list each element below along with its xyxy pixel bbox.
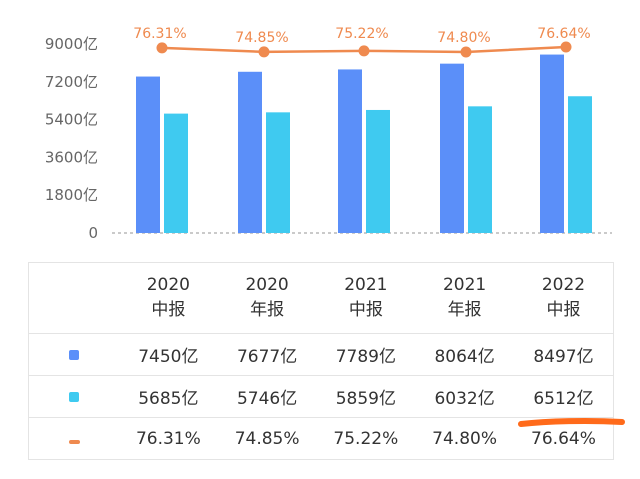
- category-header: 2022 中报: [513, 262, 614, 334]
- y-tick-label: 5400亿: [45, 111, 98, 129]
- category-header: 2021 中报: [316, 262, 416, 334]
- bar-series-2: [568, 96, 592, 233]
- y-tick-label: 9000亿: [45, 35, 98, 53]
- table-row: 76.31% 74.85% 75.22% 74.80% 76.64%: [28, 417, 614, 460]
- line-data-label: 75.22%: [335, 26, 388, 42]
- table-cell: 8064亿: [415, 333, 514, 376]
- table-cell: 74.85%: [217, 417, 317, 460]
- bar-series-2: [164, 113, 188, 233]
- table-cell: 6032亿: [415, 375, 514, 418]
- bar-series-2: [366, 109, 390, 233]
- y-tick-label: 7200亿: [45, 73, 98, 91]
- legend-marker-series-2: [28, 375, 119, 418]
- handwritten-underline-mark: [518, 417, 625, 427]
- bar-series-1: [136, 76, 160, 233]
- bar-series-1: [440, 63, 464, 233]
- legend-marker-series-1: [28, 333, 119, 376]
- line-point: [358, 45, 370, 57]
- line-point: [560, 41, 572, 53]
- legend-marker-series-3: [28, 417, 119, 460]
- line-data-label: 74.80%: [437, 30, 490, 46]
- bar-series-1: [540, 54, 564, 233]
- orange-line-icon: [68, 439, 80, 444]
- table-cell: 7789亿: [316, 333, 416, 376]
- line-point: [156, 42, 168, 54]
- y-tick-label: 0: [88, 224, 98, 242]
- cyan-square-icon: [69, 391, 79, 402]
- y-tick-label: 1800亿: [45, 186, 98, 204]
- table-cell: 75.22%: [316, 417, 416, 460]
- category-header: 2021 年报: [415, 262, 514, 334]
- bar-series-2: [468, 106, 492, 233]
- bar-series-2: [266, 112, 290, 233]
- data-table: 2020 中报 2020 年报 2021 中报 2021 年报 2022 中报 7450亿…: [28, 262, 614, 460]
- table-cell: 8497亿: [513, 333, 614, 376]
- bar-series-1: [238, 71, 262, 234]
- line-point: [258, 46, 270, 58]
- line-data-label: 74.85%: [235, 30, 288, 46]
- bar-series-1: [338, 69, 362, 233]
- y-tick-label: 3600亿: [45, 148, 98, 166]
- table-cell: 74.80%: [415, 417, 514, 460]
- blue-square-icon: [69, 349, 79, 360]
- table-cell: 7450亿: [119, 333, 218, 376]
- category-header: 2020 年报: [217, 262, 317, 334]
- line-data-label: 76.64%: [537, 26, 590, 42]
- table-cell: 5859亿: [316, 375, 416, 418]
- table-header-row: 2020 中报 2020 年报 2021 中报 2021 年报 2022 中报: [28, 262, 614, 334]
- table-cell: 5685亿: [119, 375, 218, 418]
- table-cell: 76.31%: [119, 417, 218, 460]
- table-cell: 7677亿: [217, 333, 317, 376]
- table-cell: 5746亿: [217, 375, 317, 418]
- table-cell: 6512亿: [513, 375, 614, 418]
- line-data-label: 76.31%: [133, 26, 186, 42]
- line-point: [460, 46, 472, 58]
- table-row: 7450亿 7677亿 7789亿 8064亿 8497亿: [28, 333, 614, 376]
- bar-line-chart: 0 1800亿 3600亿 5400亿 7200亿 9000亿 76.31% 74.85% 7…: [45, 26, 612, 242]
- table-row: 5685亿 5746亿 5859亿 6032亿 6512亿: [28, 375, 614, 418]
- category-header: 2020 中报: [119, 262, 218, 334]
